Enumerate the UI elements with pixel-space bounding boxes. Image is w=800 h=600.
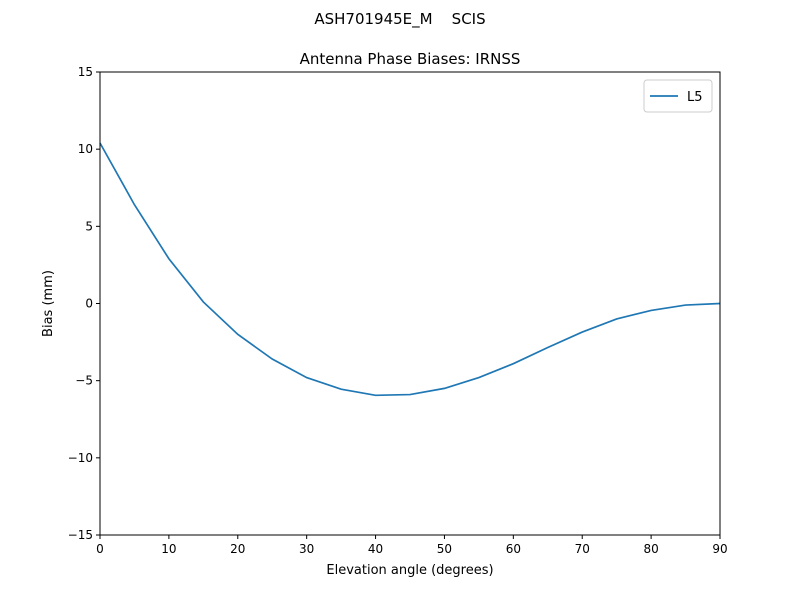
legend-label: L5 xyxy=(687,90,703,105)
x-tick-label: 50 xyxy=(437,542,452,556)
x-tick-label: 40 xyxy=(368,542,383,556)
y-tick-label: 15 xyxy=(78,65,93,79)
x-tick-label: 20 xyxy=(230,542,245,556)
data-line xyxy=(99,142,721,397)
x-tick-label: 80 xyxy=(643,542,658,556)
y-tick-label: −10 xyxy=(68,451,93,465)
y-tick-label: 5 xyxy=(85,219,93,233)
chart-title: Antenna Phase Biases: IRNSS xyxy=(300,50,521,68)
x-tick-label: 70 xyxy=(575,542,590,556)
y-tick-label: 0 xyxy=(85,297,93,311)
x-tick-label: 10 xyxy=(161,542,176,556)
x-tick-label: 60 xyxy=(506,542,521,556)
x-tick-label: 0 xyxy=(96,542,104,556)
plot-frame xyxy=(99,71,721,536)
x-tick-label: 90 xyxy=(712,542,727,556)
y-axis-label: Bias (mm) xyxy=(41,270,56,337)
y-tick-label: −5 xyxy=(75,374,93,388)
x-axis-label: Elevation angle (degrees) xyxy=(326,563,493,578)
y-tick-label: 10 xyxy=(78,142,93,156)
y-tick-label: −15 xyxy=(68,528,93,542)
suptitle: ASH701945E_M SCIS xyxy=(314,10,485,29)
x-tick-label: 30 xyxy=(299,542,314,556)
